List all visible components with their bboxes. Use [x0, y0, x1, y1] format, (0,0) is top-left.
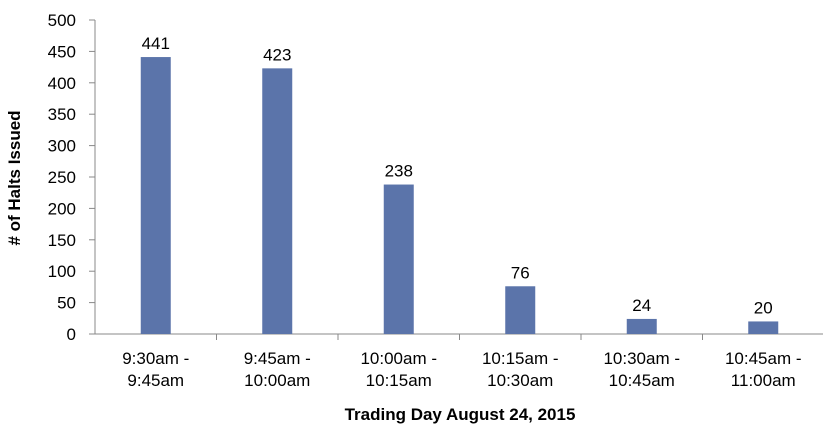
x-tick-label: 10:15am -10:30am — [482, 349, 559, 390]
y-tick-label: 0 — [67, 325, 76, 344]
y-tick-label: 250 — [48, 168, 76, 187]
bar — [748, 321, 779, 334]
x-tick-label: 9:30am -9:45am — [122, 349, 189, 390]
y-tick-label: 300 — [48, 137, 76, 156]
x-tick-label: 9:45am -10:00am — [244, 349, 311, 390]
data-label: 24 — [632, 296, 651, 315]
data-label: 238 — [385, 162, 413, 181]
x-axis-label: Trading Day August 24, 2015 — [345, 405, 576, 424]
data-label: 441 — [142, 34, 170, 53]
y-tick-label: 450 — [48, 42, 76, 61]
bar — [383, 184, 414, 334]
bar — [140, 57, 171, 334]
y-tick-label: 500 — [48, 11, 76, 30]
y-tick-label: 350 — [48, 105, 76, 124]
y-tick-label: 100 — [48, 262, 76, 281]
y-axis-label: # of Halts Issued — [5, 110, 24, 245]
x-tick-label: 10:45am -11:00am — [725, 349, 802, 390]
y-tick-label: 200 — [48, 199, 76, 218]
y-tick-label: 50 — [57, 294, 76, 313]
x-tick-label: 10:30am -10:45am — [603, 349, 680, 390]
data-label: 20 — [754, 298, 773, 317]
y-tick-label: 150 — [48, 231, 76, 250]
x-tick-label: 10:00am -10:15am — [360, 349, 437, 390]
bar — [505, 286, 536, 334]
bar — [626, 318, 657, 334]
y-tick-label: 400 — [48, 74, 76, 93]
data-label: 423 — [263, 45, 291, 64]
bar — [262, 68, 293, 334]
data-label: 76 — [511, 263, 530, 282]
